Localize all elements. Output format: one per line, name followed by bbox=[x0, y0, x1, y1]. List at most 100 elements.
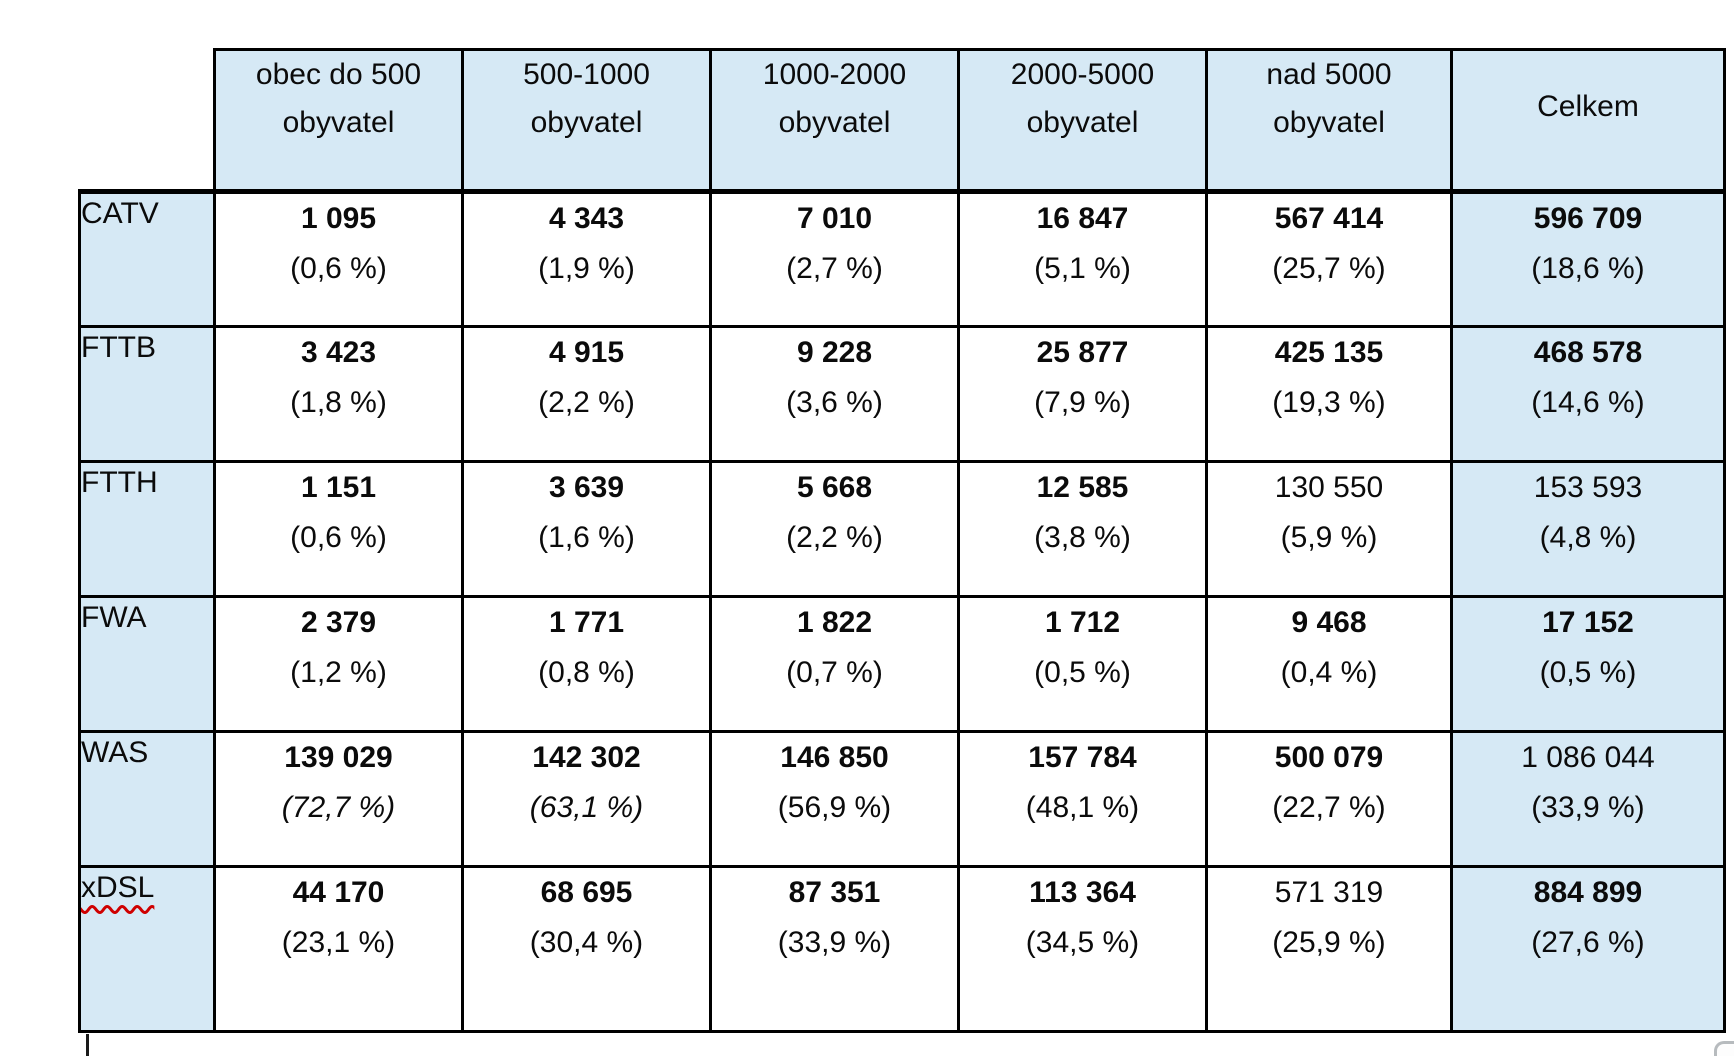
row-label-xdsl[interactable]: xDSL bbox=[78, 865, 216, 1033]
data-cell[interactable]: 113 364 (34,5 %) bbox=[957, 865, 1208, 1033]
data-cell[interactable]: 500 079 (22,7 %) bbox=[1205, 730, 1453, 868]
data-cell[interactable]: 87 351 (33,9 %) bbox=[709, 865, 960, 1033]
cell-value: 12 585 bbox=[1036, 471, 1129, 504]
cell-percentage: (0,6 %) bbox=[290, 521, 387, 554]
col-header-2000-5000[interactable]: 2000-5000 obyvatel bbox=[957, 48, 1208, 193]
data-cell[interactable]: 1 712 (0,5 %) bbox=[957, 595, 1208, 733]
cell-percentage: (1,9 %) bbox=[538, 252, 635, 285]
cell-value: 1 095 bbox=[300, 202, 377, 235]
col-header-line1: 2000-5000 bbox=[1010, 58, 1155, 91]
cell-value: 7 010 bbox=[796, 202, 873, 235]
data-cell[interactable]: 1 771 (0,8 %) bbox=[461, 595, 712, 733]
data-cell[interactable]: 25 877 (7,9 %) bbox=[957, 325, 1208, 463]
data-cell[interactable]: 130 550 (5,9 %) bbox=[1205, 460, 1453, 598]
cell-value: 17 152 bbox=[1542, 606, 1634, 639]
cell-percentage: (5,1 %) bbox=[1034, 252, 1131, 285]
data-cell[interactable]: 425 135 (19,3 %) bbox=[1205, 325, 1453, 463]
data-cell[interactable]: 1 151 (0,6 %) bbox=[213, 460, 464, 598]
data-cell[interactable]: 68 695 (30,4 %) bbox=[461, 865, 712, 1033]
data-cell[interactable]: 142 302 (63,1 %) bbox=[461, 730, 712, 868]
row-label-was[interactable]: WAS bbox=[78, 730, 216, 868]
corner-box-artifact bbox=[1714, 1041, 1734, 1056]
data-cell[interactable]: 9 468 (0,4 %) bbox=[1205, 595, 1453, 733]
cell-value: 884 899 bbox=[1533, 876, 1643, 909]
cell-value: 157 784 bbox=[1028, 741, 1137, 774]
data-cell[interactable]: 17 152 (0,5 %) bbox=[1450, 595, 1726, 733]
cell-percentage: (33,9 %) bbox=[1531, 791, 1645, 824]
row-label-catv[interactable]: CATV bbox=[78, 189, 216, 328]
row-label-fwa[interactable]: FWA bbox=[78, 595, 216, 733]
corner-empty-cell bbox=[79, 49, 215, 192]
cell-value: 142 302 bbox=[532, 741, 641, 774]
table-row: xDSL 44 170 (23,1 %) 68 695 (30,4 %) 87 351 (3… bbox=[78, 865, 1726, 1033]
cell-percentage: (1,2 %) bbox=[290, 656, 387, 689]
technology-by-municipality-size-table: obec do 500 obyvatel 500-1000 obyvatel 1… bbox=[78, 48, 1726, 1033]
row-label-fttb[interactable]: FTTB bbox=[78, 325, 216, 463]
cell-percentage: (33,9 %) bbox=[777, 926, 892, 959]
col-header-1000-2000[interactable]: 1000-2000 obyvatel bbox=[709, 48, 960, 193]
cell-value: 146 850 bbox=[780, 741, 889, 774]
data-cell[interactable]: 1 822 (0,7 %) bbox=[709, 595, 960, 733]
cell-value: 4 915 bbox=[548, 336, 625, 369]
data-cell[interactable]: 571 319 (25,9 %) bbox=[1205, 865, 1453, 1033]
cell-value: 9 468 bbox=[1291, 606, 1367, 639]
row-label-ftth[interactable]: FTTH bbox=[78, 460, 216, 598]
col-header-500-1000[interactable]: 500-1000 obyvatel bbox=[461, 48, 712, 193]
data-cell[interactable]: 3 423 (1,8 %) bbox=[213, 325, 464, 463]
col-header-line1: nad 5000 bbox=[1266, 58, 1392, 91]
data-cell[interactable]: 146 850 (56,9 %) bbox=[709, 730, 960, 868]
cell-value: 130 550 bbox=[1274, 471, 1384, 504]
col-header-nad-5000[interactable]: nad 5000 obyvatel bbox=[1205, 48, 1453, 193]
cell-percentage: (2,2 %) bbox=[538, 386, 635, 419]
cell-percentage: (0,5 %) bbox=[1539, 656, 1637, 689]
table-row: WAS 139 029 (72,7 %) 142 302 (63,1 %) 146 850… bbox=[78, 730, 1726, 868]
cell-value: 3 423 bbox=[300, 336, 377, 369]
cell-percentage: (56,9 %) bbox=[777, 791, 892, 824]
col-header-obec-do-500[interactable]: obec do 500 obyvatel bbox=[213, 48, 464, 193]
cell-value: 25 877 bbox=[1036, 336, 1129, 369]
cell-percentage: (34,5 %) bbox=[1025, 926, 1140, 959]
data-cell[interactable]: 3 639 (1,6 %) bbox=[461, 460, 712, 598]
cell-percentage: (72,7 %) bbox=[281, 791, 396, 824]
data-cell[interactable]: 139 029 (72,7 %) bbox=[213, 730, 464, 868]
data-cell[interactable]: 157 784 (48,1 %) bbox=[957, 730, 1208, 868]
cell-percentage: (3,8 %) bbox=[1034, 521, 1131, 554]
data-cell[interactable]: 1 095 (0,6 %) bbox=[213, 189, 464, 328]
cell-value: 87 351 bbox=[788, 876, 881, 909]
col-header-line1: Celkem bbox=[1537, 90, 1639, 123]
data-cell[interactable]: 9 228 (3,6 %) bbox=[709, 325, 960, 463]
cell-value: 500 079 bbox=[1274, 741, 1384, 774]
data-cell[interactable]: 44 170 (23,1 %) bbox=[213, 865, 464, 1033]
cell-value: 1 822 bbox=[796, 606, 873, 639]
cell-percentage: (0,5 %) bbox=[1034, 656, 1131, 689]
col-header-line1: 1000-2000 bbox=[762, 58, 907, 91]
cell-value: 4 343 bbox=[548, 202, 625, 235]
col-header-celkem[interactable]: Celkem bbox=[1450, 48, 1726, 193]
data-cell[interactable]: 596 709 (18,6 %) bbox=[1450, 189, 1726, 328]
cell-value: 425 135 bbox=[1274, 336, 1384, 369]
cell-value: 113 364 bbox=[1029, 876, 1136, 909]
data-cell[interactable]: 2 379 (1,2 %) bbox=[213, 595, 464, 733]
cell-percentage: (0,6 %) bbox=[290, 252, 387, 285]
data-cell[interactable]: 7 010 (2,7 %) bbox=[709, 189, 960, 328]
data-cell[interactable]: 4 915 (2,2 %) bbox=[461, 325, 712, 463]
cell-percentage: (5,9 %) bbox=[1280, 521, 1378, 554]
data-cell[interactable]: 567 414 (25,7 %) bbox=[1205, 189, 1453, 328]
data-cell[interactable]: 5 668 (2,2 %) bbox=[709, 460, 960, 598]
data-cell[interactable]: 12 585 (3,8 %) bbox=[957, 460, 1208, 598]
cell-value: 44 170 bbox=[292, 876, 385, 909]
cell-value: 571 319 bbox=[1274, 876, 1384, 909]
col-header-line1: obec do 500 bbox=[255, 58, 422, 91]
data-cell[interactable]: 468 578 (14,6 %) bbox=[1450, 325, 1726, 463]
data-cell[interactable]: 153 593 (4,8 %) bbox=[1450, 460, 1726, 598]
row-label-text: xDSL bbox=[81, 871, 155, 904]
data-cell[interactable]: 4 343 (1,9 %) bbox=[461, 189, 712, 328]
data-cell[interactable]: 884 899 (27,6 %) bbox=[1450, 865, 1726, 1033]
data-cell[interactable]: 1 086 044 (33,9 %) bbox=[1450, 730, 1726, 868]
cell-value: 153 593 bbox=[1533, 471, 1643, 504]
cell-percentage: (4,8 %) bbox=[1539, 521, 1637, 554]
cell-percentage: (63,1 %) bbox=[529, 791, 644, 824]
cell-percentage: (25,7 %) bbox=[1272, 252, 1386, 285]
data-cell[interactable]: 16 847 (5,1 %) bbox=[957, 189, 1208, 328]
